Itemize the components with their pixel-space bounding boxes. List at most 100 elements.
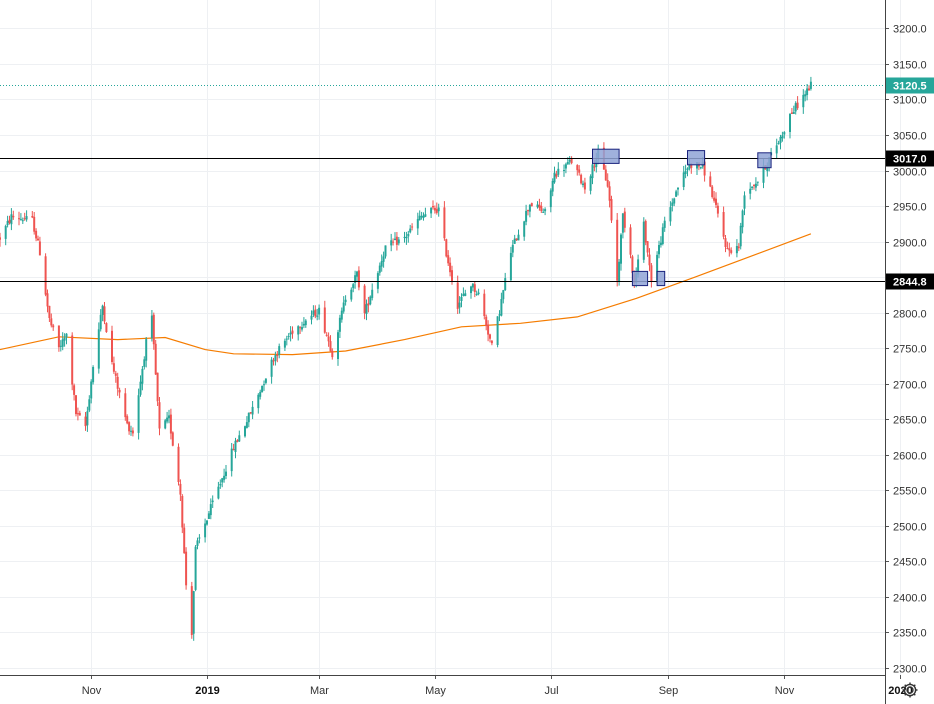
candle-body	[206, 520, 208, 525]
candle-body	[477, 292, 480, 294]
candle-body	[555, 174, 558, 177]
candle-body	[616, 219, 619, 281]
x-tick-label: 2019	[195, 685, 219, 697]
candle-body	[557, 168, 560, 175]
candle-body	[656, 254, 659, 281]
candle-body	[365, 304, 368, 314]
candle-body	[323, 307, 326, 333]
candle-body	[367, 303, 370, 306]
moving-average-layer	[0, 233, 812, 356]
candle-body	[794, 103, 797, 112]
candle-body	[783, 132, 786, 135]
candle-body	[46, 293, 49, 307]
candle-body	[756, 181, 759, 183]
y-tick-label: 2750.0	[893, 344, 927, 356]
candle-body	[536, 204, 539, 208]
candle-body	[57, 325, 60, 348]
candle-body	[76, 413, 79, 415]
candle-body	[709, 176, 712, 187]
candle-body	[318, 307, 321, 315]
candle-body	[12, 215, 15, 218]
candle-body	[637, 259, 640, 275]
candle-body	[648, 254, 651, 266]
candle-body	[551, 181, 554, 192]
annotation-box	[687, 150, 706, 166]
horizontal-lines	[0, 85, 885, 282]
candle-body	[156, 372, 159, 402]
candle-body	[416, 219, 419, 229]
candle-body	[789, 113, 791, 132]
candle-body	[485, 316, 488, 327]
candle-body	[238, 435, 241, 442]
candle-body	[344, 299, 347, 303]
candle-body	[500, 299, 503, 316]
candle-body	[669, 207, 672, 222]
candle-body	[297, 326, 300, 335]
candle-body	[312, 310, 315, 315]
candle-body	[458, 302, 461, 308]
candle-body	[411, 226, 414, 228]
y-tick-label: 2450.0	[893, 557, 927, 569]
candle-body	[646, 241, 649, 253]
candle-body	[196, 540, 199, 546]
candle-body	[209, 504, 212, 516]
grid	[0, 0, 901, 675]
candle-body	[363, 285, 366, 314]
candle-body	[154, 343, 157, 375]
candle-body	[21, 220, 24, 222]
y-tick-label: 2900.0	[893, 238, 927, 250]
candle-body	[728, 248, 731, 251]
candle-body	[724, 238, 727, 247]
candle-body	[101, 305, 104, 315]
candle-body	[593, 166, 596, 168]
candle-body	[790, 112, 793, 114]
candle-body	[460, 297, 463, 301]
candle-body	[299, 327, 302, 329]
candle-body	[232, 449, 235, 451]
candle-body	[792, 112, 795, 114]
candle-body	[244, 426, 246, 437]
candle-body	[61, 339, 64, 347]
candle-body	[141, 368, 144, 384]
candle-body	[310, 315, 313, 320]
candle-body	[272, 360, 275, 362]
candle-body	[610, 199, 613, 221]
candle-body	[259, 391, 262, 397]
candle-body	[502, 290, 505, 300]
candle-body	[483, 293, 486, 316]
candle-body	[538, 204, 541, 208]
candle-body	[63, 338, 66, 341]
candle-body	[699, 167, 702, 169]
candle-body	[642, 221, 645, 260]
candle-body	[92, 367, 95, 383]
x-tick-label: Sep	[659, 685, 679, 697]
candle-body	[126, 416, 129, 424]
y-tick-label: 2600.0	[893, 451, 927, 463]
gear-icon[interactable]	[900, 680, 920, 700]
candle-body	[171, 432, 174, 446]
candle-body	[234, 440, 237, 452]
candle-body	[511, 244, 514, 253]
candle-body	[644, 221, 647, 243]
candle-body	[84, 416, 87, 427]
candle-body	[713, 197, 716, 201]
candle-body	[754, 183, 757, 188]
y-tick-label: 2300.0	[893, 664, 927, 676]
candle-body	[371, 289, 374, 298]
candle-body	[114, 373, 117, 376]
candle-body	[316, 315, 319, 317]
candle-body	[435, 209, 438, 213]
level-badge-label: 3017.0	[893, 154, 927, 166]
candle-body	[530, 203, 533, 207]
candle-body	[207, 513, 210, 519]
candle-body	[192, 591, 195, 634]
candle-body	[150, 315, 153, 339]
candle-body	[553, 172, 556, 183]
candle-body	[527, 210, 529, 212]
candle-body	[25, 216, 28, 220]
candle-body	[384, 245, 387, 257]
candle-body	[131, 430, 134, 434]
level-badge-label: 2844.8	[893, 277, 927, 289]
